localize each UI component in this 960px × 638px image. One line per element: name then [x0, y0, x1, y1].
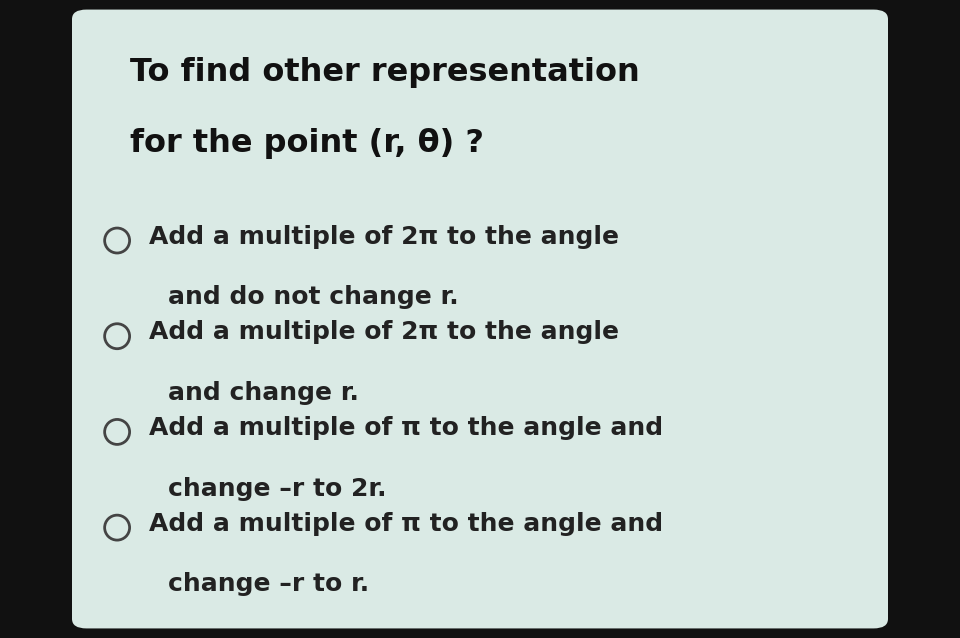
- Text: change –r to r.: change –r to r.: [168, 572, 370, 597]
- Text: and change r.: and change r.: [168, 381, 359, 405]
- Text: and do not change r.: and do not change r.: [168, 285, 459, 309]
- Text: To find other representation: To find other representation: [130, 57, 639, 89]
- Text: Add a multiple of 2π to the angle: Add a multiple of 2π to the angle: [149, 225, 619, 249]
- Text: change –r to 2r.: change –r to 2r.: [168, 477, 387, 501]
- Text: Add a multiple of π to the angle and: Add a multiple of π to the angle and: [149, 512, 663, 536]
- Text: for the point (r, θ) ?: for the point (r, θ) ?: [130, 128, 484, 159]
- Text: Add a multiple of π to the angle and: Add a multiple of π to the angle and: [149, 416, 663, 440]
- Text: Add a multiple of 2π to the angle: Add a multiple of 2π to the angle: [149, 320, 619, 345]
